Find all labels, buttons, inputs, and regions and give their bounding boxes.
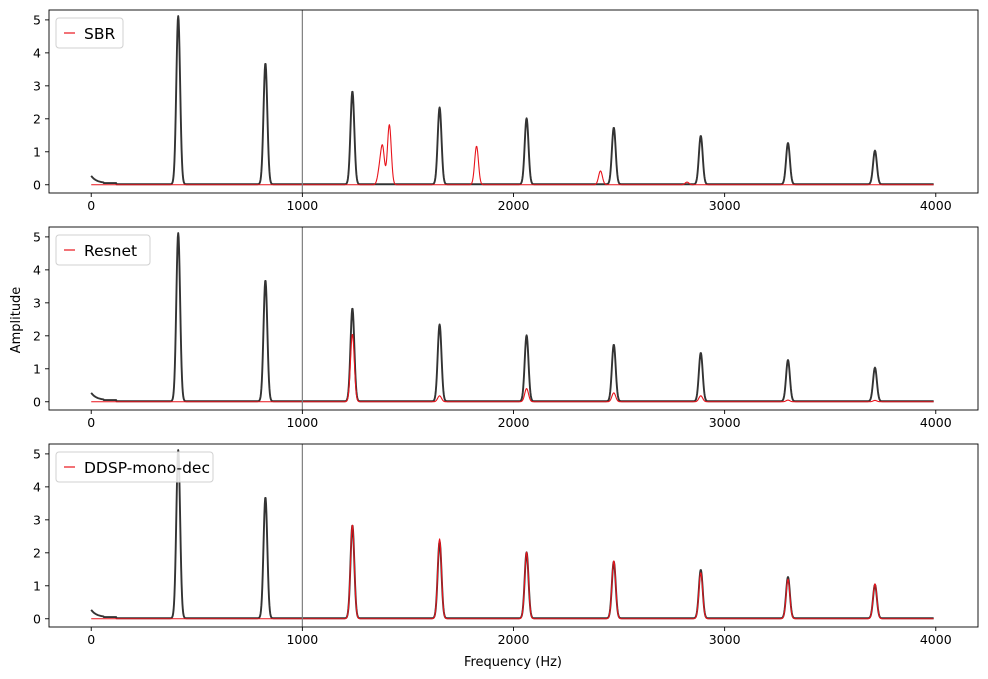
x-tick-label: 4000 [920,632,952,647]
x-tick-label: 3000 [709,632,741,647]
y-tick-label: 0 [33,394,41,409]
y-tick-label: 0 [33,611,41,626]
x-tick-label: 3000 [709,198,741,213]
legend: Resnet [55,234,151,266]
series-line-model [91,524,934,620]
x-tick-label: 3000 [709,415,741,430]
chart-panel-1: 0 1000 2000 3000 4000 0 1 2 3 4 5 SBR [33,9,979,213]
legend-box [55,234,151,266]
y-tick-label: 4 [33,262,41,277]
legend-label: Resnet [84,242,137,260]
x-tick-label: 2000 [498,198,530,213]
plot-area [90,449,935,620]
x-tick-label: 4000 [920,415,952,430]
x-axis-label: Frequency (Hz) [464,655,562,670]
y-tick-label: 3 [33,78,41,93]
x-tick-label: 2000 [498,632,530,647]
x-tick-label: 0 [87,198,95,213]
y-tick-label: 4 [33,479,41,494]
axes-frame [48,9,979,194]
y-tick-label: 3 [33,295,41,310]
x-tick-label: 2000 [498,415,530,430]
chart-panel-3: 0 1000 2000 3000 4000 0 1 2 3 4 5 DDSP-mono-dec [33,443,979,647]
y-tick-label: 0 [33,177,41,192]
series-line-model [91,334,934,403]
y-tick-label: 4 [33,45,41,60]
legend-label: DDSP-mono-dec [84,459,210,477]
y-tick-label: 5 [33,12,41,27]
axes-frame [48,226,979,411]
legend: DDSP-mono-dec [55,451,214,483]
legend-box [55,451,214,483]
x-tick-label: 0 [87,415,95,430]
series-line-model [91,124,934,186]
y-tick-label: 2 [33,328,41,343]
series-line-reference [90,15,935,186]
series-line-reference [90,232,935,403]
legend-label: SBR [84,25,115,43]
x-tick-label: 4000 [920,198,952,213]
y-tick-label: 5 [33,229,41,244]
legend-box [55,17,124,49]
y-tick-label: 3 [33,512,41,527]
y-axis-label: Amplitude [9,287,24,354]
y-tick-label: 1 [33,578,41,593]
y-tick-label: 2 [33,111,41,126]
y-tick-label: 1 [33,144,41,159]
y-tick-label: 5 [33,446,41,461]
y-tick-label: 2 [33,545,41,560]
x-tick-label: 1000 [286,198,318,213]
plot-area [90,15,935,186]
y-tick-label: 1 [33,361,41,376]
series-line-reference [90,449,935,620]
x-tick-label: 1000 [286,415,318,430]
x-tick-label: 0 [87,632,95,647]
x-tick-label: 1000 [286,632,318,647]
legend: SBR [55,17,124,49]
plot-area [90,232,935,403]
chart-panel-2: 0 1000 2000 3000 4000 0 1 2 3 4 5 Resnet [33,226,979,430]
